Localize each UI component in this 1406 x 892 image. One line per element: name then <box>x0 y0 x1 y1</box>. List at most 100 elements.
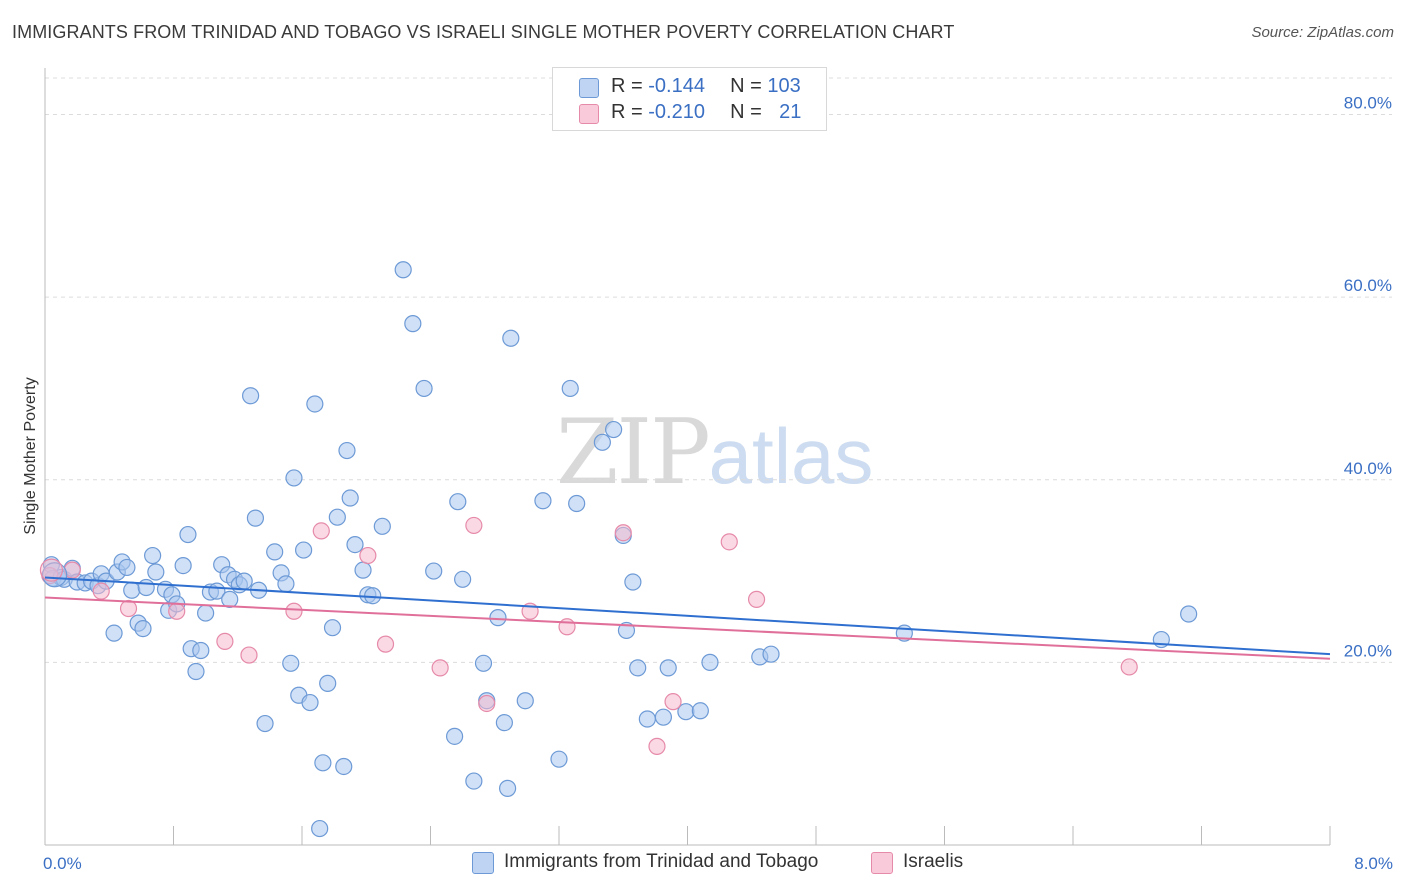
point-immigrants <box>550 750 568 768</box>
point-immigrants <box>323 619 342 637</box>
point-israelis <box>465 516 483 535</box>
point-immigrants <box>285 469 303 487</box>
point-immigrants <box>246 509 265 527</box>
legend-swatch-pink <box>871 852 893 874</box>
point-immigrants <box>474 654 493 672</box>
point-immigrants <box>147 563 165 581</box>
point-immigrants <box>306 395 324 413</box>
correlation-legend: R = -0.144 N = 103 R = -0.210 N = 21 <box>552 67 827 131</box>
tick-labels: 20.0% 40.0% 60.0% 80.0% 0.0% 8.0% Single Mothe… <box>22 94 1393 873</box>
point-immigrants <box>335 757 353 776</box>
point-immigrants <box>445 727 464 745</box>
point-immigrants <box>197 604 215 622</box>
point-immigrants <box>354 561 372 579</box>
point-immigrants <box>425 562 443 580</box>
chart-title: IMMIGRANTS FROM TRINIDAD AND TOBAGO VS I… <box>12 22 955 42</box>
legend-swatch-blue <box>472 852 494 874</box>
point-immigrants <box>134 619 152 638</box>
point-immigrants <box>534 492 552 510</box>
point-immigrants <box>221 590 239 608</box>
point-immigrants <box>328 508 346 526</box>
point-immigrants <box>654 708 673 726</box>
point-immigrants <box>701 653 719 671</box>
point-immigrants <box>144 546 162 565</box>
legend-r-value: -0.144 <box>648 75 705 97</box>
trend-lines <box>44 576 1331 660</box>
point-immigrants <box>449 493 467 511</box>
point-immigrants <box>415 379 433 398</box>
series-legend: Immigrants from Trinidad and Tobago Isra… <box>0 850 1406 880</box>
x-tick-label: 0.0% <box>43 854 82 873</box>
legend-r-value: -0.210 <box>648 101 705 123</box>
point-immigrants <box>516 692 534 710</box>
point-israelis <box>478 694 496 713</box>
watermark-zip: ZIP <box>556 400 711 505</box>
point-israelis <box>648 737 666 755</box>
point-immigrants <box>394 261 412 279</box>
point-israelis <box>119 599 138 618</box>
y-tick-label: 60.0% <box>1344 276 1392 295</box>
point-israelis <box>747 590 766 608</box>
y-axis-title: Single Mother Poverty <box>22 377 39 534</box>
point-immigrants <box>179 525 197 544</box>
point-immigrants <box>489 609 507 627</box>
point-israelis <box>431 659 449 677</box>
point-immigrants <box>593 433 611 451</box>
point-immigrants <box>624 573 642 591</box>
watermark: ZIPatlas <box>556 400 873 505</box>
legend-n-label: N = <box>730 101 768 123</box>
point-immigrants <box>242 387 260 405</box>
point-israelis <box>216 632 234 650</box>
point-israelis <box>1120 658 1138 676</box>
point-immigrants <box>495 714 513 732</box>
legend-n-label: N = <box>730 75 768 97</box>
y-tick-label: 20.0% <box>1344 641 1392 660</box>
point-immigrants <box>118 558 136 577</box>
point-immigrants <box>295 541 313 559</box>
legend-n-value: 21 <box>779 101 802 123</box>
point-immigrants <box>638 710 656 728</box>
point-immigrants <box>762 645 780 663</box>
point-immigrants <box>187 662 205 681</box>
point-immigrants <box>629 659 647 677</box>
data-points <box>39 261 1198 838</box>
point-immigrants <box>319 674 337 692</box>
legend-swatch-blue <box>579 78 599 98</box>
legend-label-immigrants: Immigrants from Trinidad and Tobago <box>504 851 819 872</box>
point-immigrants <box>314 754 332 772</box>
point-israelis <box>168 602 186 620</box>
point-immigrants <box>105 624 123 642</box>
point-israelis <box>376 635 395 653</box>
point-immigrants <box>266 543 284 561</box>
point-immigrants <box>277 575 295 593</box>
point-immigrants <box>659 659 677 677</box>
point-israelis <box>720 533 738 551</box>
point-immigrants <box>605 420 623 439</box>
point-israelis <box>285 602 303 620</box>
x-tick-label: 8.0% <box>1354 854 1393 873</box>
point-israelis <box>664 693 682 711</box>
point-immigrants <box>465 772 483 790</box>
point-immigrants <box>311 819 329 838</box>
point-cluster-israelis <box>39 558 64 582</box>
point-israelis <box>359 546 377 565</box>
point-israelis <box>312 522 330 540</box>
point-immigrants <box>1180 605 1198 623</box>
trend-line-israelis <box>44 596 1331 660</box>
point-immigrants <box>499 779 517 797</box>
point-immigrants <box>454 570 472 588</box>
y-tick-label: 40.0% <box>1344 459 1392 478</box>
point-israelis <box>92 582 110 600</box>
point-immigrants <box>301 693 319 712</box>
point-immigrants <box>341 489 359 507</box>
point-immigrants <box>137 578 155 597</box>
point-immigrants <box>174 556 192 575</box>
watermark-atlas: atlas <box>708 412 874 500</box>
point-immigrants <box>373 517 391 535</box>
legend-n-value: 103 <box>767 75 801 97</box>
legend-r-label: R = <box>611 75 649 97</box>
point-israelis <box>614 524 632 542</box>
point-immigrants <box>282 654 300 672</box>
point-immigrants <box>561 379 579 398</box>
